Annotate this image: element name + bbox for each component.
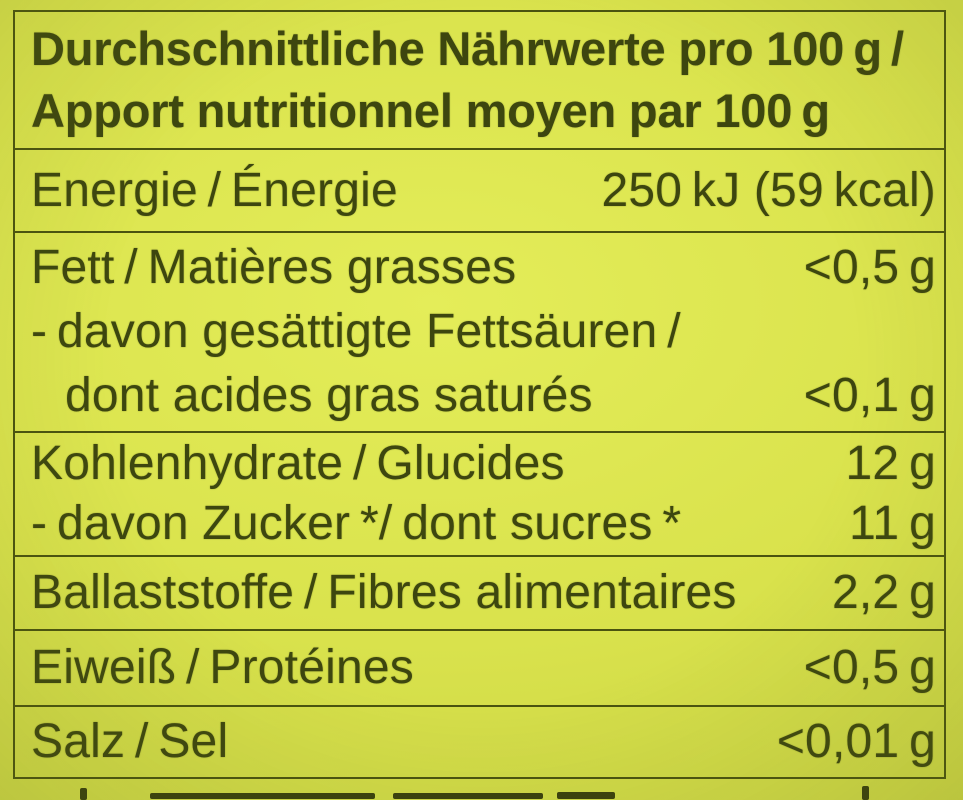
row-salt: Salz / Sel <0,01 g <box>15 705 944 776</box>
cutoff-text-fragment <box>80 788 87 800</box>
header-line-french: Apport nutritionnel moyen par 100 g <box>31 84 830 137</box>
saturated-fat-label-french: dont acides gras saturés <box>65 369 593 422</box>
carbohydrates-value: 12 g <box>845 437 936 490</box>
table-header: Durchschnittliche Nährwerte pro 100 g / … <box>15 12 944 148</box>
protein-line: Eiweiß / Protéines <0,5 g <box>31 636 936 700</box>
fat-label: Fett / Matières grasses <box>31 241 517 294</box>
salt-value: <0,01 g <box>776 714 936 768</box>
sugars-value: 11 g <box>849 497 936 550</box>
carbohydrates-line: Kohlenhydrate / Glucides 12 g <box>31 434 936 494</box>
energy-label: Energie / Énergie <box>31 163 398 217</box>
cutoff-text-fragment <box>150 793 375 799</box>
energy-line: Energie / Énergie 250 kJ (59 kcal) <box>31 159 936 223</box>
protein-value: <0,5 g <box>803 641 936 694</box>
header-line-german: Durchschnittliche Nährwerte pro 100 g / <box>31 22 904 75</box>
cutoff-text-fragment <box>862 786 869 800</box>
fibre-value: 2,2 g <box>831 566 936 619</box>
fibre-label: Ballaststoffe / Fibres alimentaires <box>31 566 737 619</box>
sugars-line: - davon Zucker */ dont sucres * 11 g <box>31 494 936 554</box>
cutoff-text-fragment <box>393 793 543 799</box>
nutrition-table: Durchschnittliche Nährwerte pro 100 g / … <box>13 10 946 779</box>
fat-value: <0,5 g <box>803 241 936 294</box>
salt-label: Salz / Sel <box>31 714 229 768</box>
salt-line: Salz / Sel <0,01 g <box>31 710 936 774</box>
row-energy: Energie / Énergie 250 kJ (59 kcal) <box>15 148 944 231</box>
cutoff-text-fragment <box>557 792 615 799</box>
protein-label: Eiweiß / Protéines <box>31 641 414 694</box>
saturated-fat-label-german: - davon gesättigte Fettsäuren / <box>31 305 681 358</box>
saturated-fat-line-french: dont acides gras saturés <0,1 g <box>31 364 936 428</box>
row-carbohydrates: Kohlenhydrate / Glucides 12 g - davon Zu… <box>15 431 944 555</box>
saturated-fat-line-german: - davon gesättigte Fettsäuren / <box>31 300 936 364</box>
row-fibre: Ballaststoffe / Fibres alimentaires 2,2 … <box>15 555 944 629</box>
carbohydrates-label: Kohlenhydrate / Glucides <box>31 437 565 490</box>
row-fat: Fett / Matières grasses <0,5 g - davon g… <box>15 231 944 431</box>
saturated-fat-value: <0,1 g <box>803 369 936 422</box>
energy-value: 250 kJ (59 kcal) <box>601 163 936 217</box>
fat-line: Fett / Matières grasses <0,5 g <box>31 236 936 300</box>
fibre-line: Ballaststoffe / Fibres alimentaires 2,2 … <box>31 561 936 625</box>
sugars-label: - davon Zucker */ dont sucres * <box>31 497 682 550</box>
row-protein: Eiweiß / Protéines <0,5 g <box>15 629 944 705</box>
